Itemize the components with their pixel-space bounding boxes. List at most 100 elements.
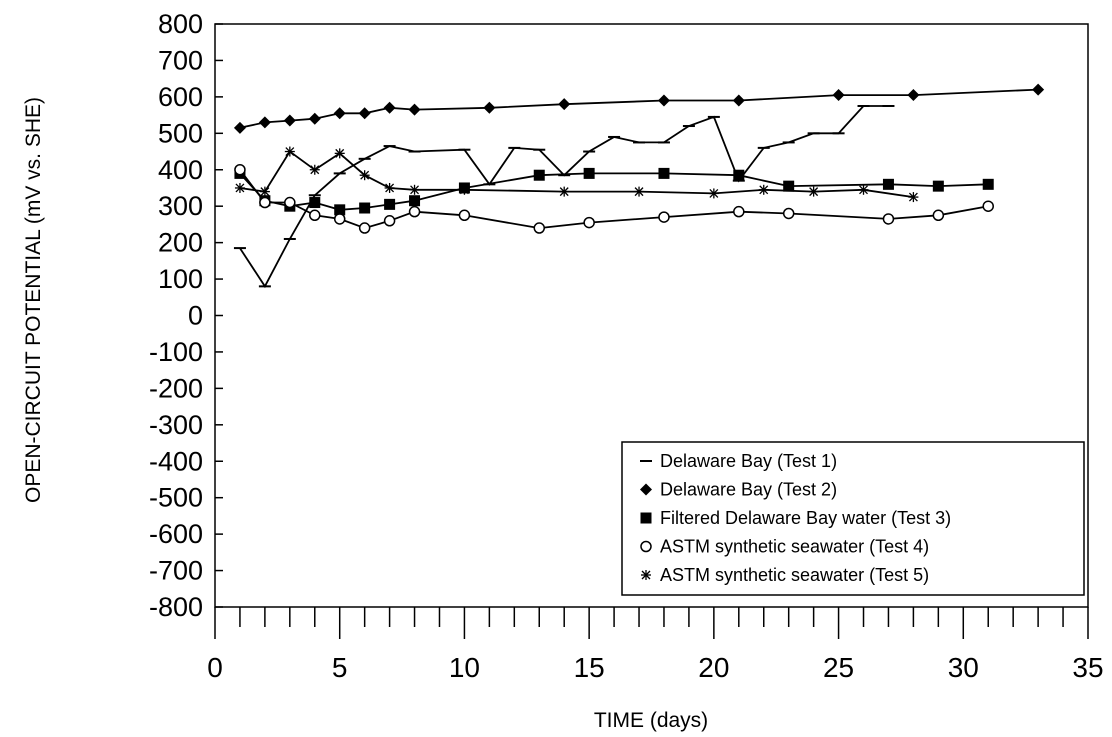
legend-label: Delaware Bay (Test 2) (660, 480, 837, 500)
point-square-marker (533, 169, 545, 181)
point-square-marker (384, 198, 396, 210)
point-square-marker (334, 204, 346, 216)
y-axis-label: OPEN-CIRCUIT POTENTIAL (mV vs. SHE) (22, 97, 45, 503)
point-circle-marker (309, 209, 321, 222)
legend-item: Delaware Bay (Test 1) (640, 451, 837, 471)
x-tick-label: 15 (574, 652, 605, 683)
point-diamond-marker (558, 98, 571, 111)
point-asterisk-marker (334, 148, 345, 159)
point-asterisk-marker (858, 184, 869, 195)
point-asterisk-marker (259, 186, 270, 197)
y-tick-label: 600 (158, 82, 203, 112)
point-square-marker (932, 180, 944, 192)
point-diamond-marker (383, 101, 396, 114)
y-tick-label: -800 (149, 592, 203, 622)
point-circle-marker (932, 209, 945, 222)
point-circle-marker (658, 211, 670, 223)
point-diamond-marker (258, 116, 271, 129)
series-line (239, 169, 989, 230)
point-circle-marker (583, 216, 595, 229)
point-diamond-marker (483, 101, 496, 114)
point-circle-marker (383, 215, 396, 227)
point-diamond-marker (233, 121, 246, 134)
point-square-marker (982, 178, 994, 190)
point-asterisk-marker (708, 188, 719, 199)
legend-label: Delaware Bay (Test 1) (660, 451, 837, 471)
point-asterisk-marker (359, 170, 370, 181)
legend-label: ASTM synthetic seawater (Test 4) (660, 537, 929, 557)
point-asterisk-marker (384, 182, 395, 193)
series-2 (233, 83, 1045, 134)
point-diamond-marker (832, 89, 845, 102)
series-line (239, 150, 914, 198)
point-circle-marker (882, 213, 895, 225)
x-tick-label: 20 (698, 652, 729, 683)
series-4 (234, 164, 994, 234)
legend-item: Filtered Delaware Bay water (Test 3) (640, 508, 951, 528)
y-tick-label: -500 (149, 483, 203, 513)
legend-label: Filtered Delaware Bay water (Test 3) (660, 508, 951, 528)
y-tick-label: -700 (149, 556, 203, 586)
point-square-marker (583, 167, 595, 179)
y-tick-label: 400 (158, 155, 203, 185)
point-diamond-marker (283, 114, 296, 127)
point-circle-marker (284, 196, 296, 209)
point-square-marker (658, 167, 670, 179)
point-circle-marker (458, 209, 471, 222)
y-tick-label: 800 (158, 9, 203, 39)
point-square-marker (409, 195, 421, 207)
legend-item: Delaware Bay (Test 2) (640, 480, 837, 500)
y-tick-label: -100 (149, 337, 203, 367)
point-diamond-marker (333, 107, 346, 120)
point-diamond-marker (640, 483, 652, 496)
series-layer (233, 83, 1045, 289)
axis-ticks (214, 23, 1089, 639)
legend-item: ASTM synthetic seawater (Test 4) (640, 537, 929, 557)
y-tick-label: 200 (158, 228, 203, 258)
x-tick-label: 25 (823, 652, 854, 683)
point-circle-marker (408, 205, 421, 218)
point-square-marker (309, 197, 321, 209)
point-square-marker (882, 178, 894, 190)
point-diamond-marker (308, 112, 321, 125)
point-diamond-marker (907, 89, 920, 102)
y-tick-label: 700 (158, 45, 203, 75)
y-tick-label: 100 (158, 264, 203, 294)
point-asterisk-marker (459, 184, 470, 195)
y-tick-labels: 800 700 600 500 400 300 200 100 0 -100 -200 -300 -40… (149, 9, 203, 622)
y-tick-label: -600 (149, 519, 203, 549)
point-diamond-marker (657, 94, 670, 107)
point-circle-marker (333, 213, 346, 225)
point-square-marker (733, 169, 745, 181)
point-circle-marker (533, 222, 546, 234)
y-tick-label: -400 (149, 446, 203, 476)
point-asterisk-marker (634, 186, 645, 197)
point-asterisk-marker (409, 184, 420, 195)
point-diamond-marker (1032, 83, 1045, 96)
point-asterisk-marker (808, 186, 819, 197)
y-tick-label: -300 (149, 410, 203, 440)
point-square-marker (640, 512, 652, 524)
y-tick-label: 300 (158, 191, 203, 221)
x-tick-label: 30 (948, 652, 979, 683)
point-square-marker (359, 202, 371, 214)
point-circle-marker (640, 540, 652, 553)
point-diamond-marker (408, 103, 421, 116)
point-square-marker (783, 180, 795, 192)
point-asterisk-marker (758, 184, 769, 195)
legend: Delaware Bay (Test 1) Delaware Bay (Test … (621, 441, 1085, 596)
point-asterisk-marker (309, 164, 320, 175)
y-tick-label: -200 (149, 373, 203, 403)
x-tick-label: 0 (207, 652, 223, 683)
point-circle-marker (358, 222, 371, 234)
point-asterisk-marker (559, 186, 570, 197)
y-tick-label: 0 (188, 301, 203, 331)
point-diamond-marker (358, 107, 371, 120)
point-circle-marker (782, 207, 795, 220)
legend-box (621, 441, 1085, 596)
x-tick-label: 10 (449, 652, 480, 683)
x-tick-label: 35 (1072, 652, 1103, 683)
x-axis-label: TIME (days) (594, 709, 708, 732)
point-asterisk-marker (641, 570, 651, 580)
point-circle-marker (234, 164, 246, 176)
